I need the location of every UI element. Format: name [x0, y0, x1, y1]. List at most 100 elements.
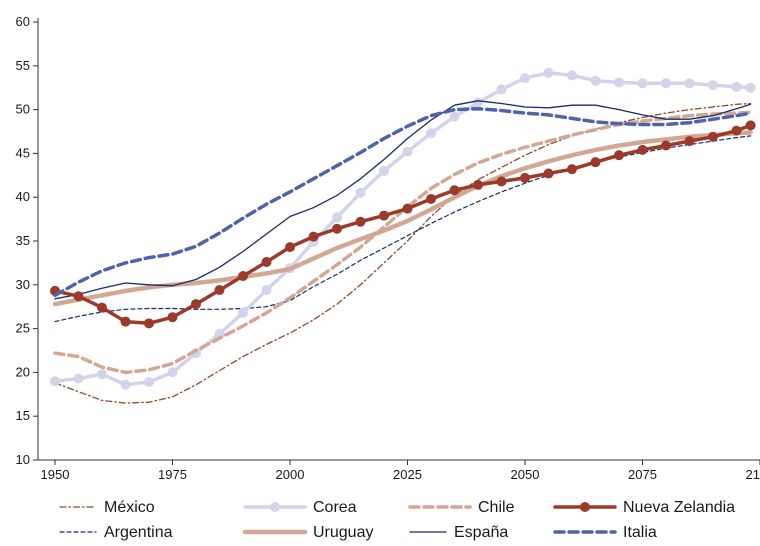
data-point: [214, 285, 225, 296]
y-tick-label: 35: [16, 233, 30, 248]
data-point: [731, 81, 742, 92]
data-point: [567, 164, 577, 175]
data-point: [332, 223, 342, 234]
data-point: [238, 307, 248, 318]
y-tick-label: 50: [16, 102, 30, 117]
y-tick-label: 30: [16, 277, 30, 292]
y-tick-label: 25: [16, 321, 30, 336]
data-point: [473, 179, 483, 190]
legend-item-italia: Italia: [553, 524, 657, 541]
series-line: [53, 106, 753, 298]
data-point: [661, 140, 671, 151]
legend-item-españa: España: [409, 524, 508, 541]
x-tick-label: 2100: [746, 467, 760, 482]
data-point: [590, 75, 601, 86]
data-point: [731, 125, 742, 136]
data-point: [426, 193, 436, 204]
data-point: [637, 144, 648, 155]
data-point: [520, 172, 530, 183]
data-point: [379, 165, 389, 176]
data-point: [261, 257, 272, 268]
plot-series: [50, 67, 756, 404]
legend: México Argentina Corea Uruguay Chile España Nu…: [59, 499, 735, 541]
legend-label: España: [454, 524, 508, 541]
x-tick-label: 1975: [158, 467, 187, 482]
data-point: [496, 84, 507, 95]
series-méxico: [54, 102, 752, 404]
data-point: [496, 176, 507, 187]
series-line: [52, 130, 753, 307]
legend-item-nueva-zelandia: Nueva Zelandia: [553, 499, 735, 516]
series-line: [54, 100, 752, 300]
data-point: [426, 128, 436, 139]
data-point: [661, 78, 671, 89]
legend-item-corea: Corea: [243, 499, 357, 516]
x-tick-label: 2000: [276, 467, 305, 482]
legend-item-argentina: Argentina: [59, 524, 173, 541]
data-point: [614, 77, 624, 88]
legend-label: Italia: [623, 524, 657, 541]
legend-label: Chile: [478, 499, 515, 516]
series-line: [54, 135, 752, 323]
series-nueva-zelandia: [50, 120, 756, 329]
legend-item-chile: Chile: [408, 499, 515, 516]
series-argentina: [54, 135, 752, 323]
data-point: [567, 70, 577, 81]
data-point: [708, 131, 718, 142]
data-point: [745, 120, 756, 131]
y-tick-label: 45: [16, 145, 30, 160]
y-tick-label: 15: [16, 408, 30, 423]
data-point: [167, 367, 178, 378]
series-uruguay: [52, 130, 753, 307]
data-point: [637, 78, 648, 89]
data-point: [614, 150, 624, 161]
legend-label: México: [104, 499, 155, 516]
legend-label: Nueva Zelandia: [623, 499, 735, 516]
series-españa: [54, 100, 752, 300]
data-point: [73, 291, 84, 302]
data-point: [285, 242, 295, 253]
data-point: [191, 299, 201, 310]
data-point: [97, 302, 107, 313]
y-tick-label: 40: [16, 189, 30, 204]
x-tick-label: 2050: [511, 467, 540, 482]
data-point: [543, 67, 554, 78]
y-tick-label: 60: [16, 14, 30, 29]
x-tick-label: 2075: [628, 467, 657, 482]
data-point: [379, 210, 389, 221]
data-point: [261, 285, 272, 296]
data-point: [355, 187, 366, 198]
x-tick-label: 2025: [393, 467, 422, 482]
y-tick-label: 10: [16, 452, 30, 467]
data-point: [590, 157, 601, 168]
data-point: [708, 80, 718, 91]
data-point: [684, 78, 695, 89]
y-tick-label: 55: [16, 58, 30, 73]
data-point: [73, 373, 84, 384]
legend-item-méxico: México: [59, 499, 155, 516]
data-point: [745, 82, 756, 93]
data-point: [543, 168, 554, 179]
data-point: [308, 231, 319, 242]
data-point: [402, 203, 413, 214]
data-point: [120, 316, 131, 327]
data-point: [402, 146, 413, 157]
data-point: [684, 136, 695, 147]
data-point: [449, 185, 460, 196]
legend-label: Corea: [313, 499, 357, 516]
data-point: [238, 271, 248, 282]
data-point: [355, 216, 366, 227]
data-point: [144, 377, 154, 388]
legend-label: Argentina: [104, 524, 173, 541]
data-point: [520, 73, 530, 84]
legend-marker: [580, 502, 590, 512]
data-point: [50, 376, 60, 387]
data-point: [120, 379, 131, 390]
data-point: [167, 312, 178, 323]
data-point: [332, 212, 342, 223]
data-point: [97, 369, 107, 380]
legend-marker: [270, 502, 280, 512]
series-italia: [53, 106, 753, 298]
